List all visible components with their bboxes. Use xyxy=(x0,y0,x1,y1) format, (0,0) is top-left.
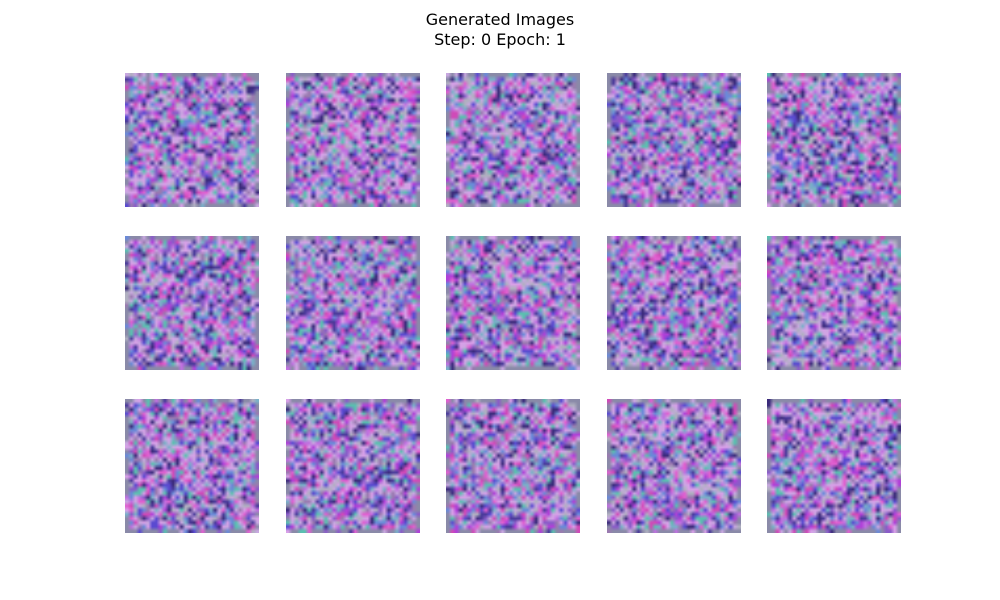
generated-image-tile xyxy=(607,73,741,207)
generated-image-tile xyxy=(125,236,259,370)
generated-image-tile xyxy=(286,73,420,207)
generated-image-tile xyxy=(607,236,741,370)
generated-image-tile xyxy=(767,73,901,207)
generated-image-tile xyxy=(446,236,580,370)
generated-image-tile xyxy=(125,399,259,533)
figure-title: Generated Images Step: 0 Epoch: 1 xyxy=(0,10,1000,50)
generated-image-tile xyxy=(446,73,580,207)
generated-image-tile xyxy=(286,236,420,370)
generated-image-tile xyxy=(767,399,901,533)
generated-image-tile xyxy=(607,399,741,533)
generated-image-tile xyxy=(125,73,259,207)
generated-image-tile xyxy=(286,399,420,533)
generated-image-tile xyxy=(767,236,901,370)
figure-title-line-2: Step: 0 Epoch: 1 xyxy=(434,30,566,49)
generated-image-tile xyxy=(446,399,580,533)
figure-title-line-1: Generated Images xyxy=(425,10,575,29)
